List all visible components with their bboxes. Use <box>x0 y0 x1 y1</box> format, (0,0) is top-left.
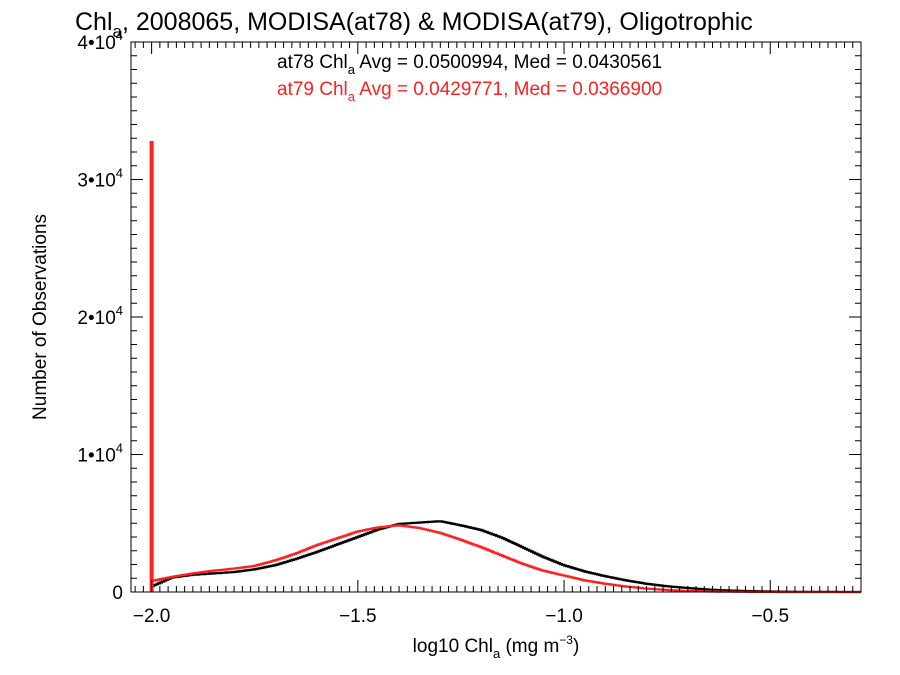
plot-frame <box>130 41 862 593</box>
chart-title: Chla, 2008065, MODISA(at78) & MODISA(at7… <box>75 8 753 41</box>
legend-at79-values: Avg = 0.0429771, Med = 0.0366900 <box>355 79 662 100</box>
legend-at78-values: Avg = 0.0500994, Med = 0.0430561 <box>355 52 662 73</box>
chart-title-subscript: a <box>113 22 123 41</box>
y-tick-label-exponent: 4 <box>116 166 123 181</box>
y-tick-label-base: 2•10 <box>77 308 115 329</box>
chart-title-main: Chl <box>75 8 113 36</box>
x-axis-label-close: ) <box>573 636 579 657</box>
y-tick-label-exponent: 4 <box>116 441 123 456</box>
y-tick-label: 1•104 <box>77 441 123 467</box>
y-tick-label: 2•104 <box>77 303 123 329</box>
y-tick-label: 0 <box>112 583 123 604</box>
chart-title-rest: , 2008065, MODISA(at78) & MODISA(at79), … <box>122 8 753 36</box>
series-layer <box>149 141 861 594</box>
y-tick-label: 3•104 <box>77 166 123 192</box>
y-tick-label-base: 0 <box>112 583 123 604</box>
x-axis-label: log10 Chla (mg m−3) <box>413 633 580 661</box>
x-tick-label: −0.5 <box>752 606 790 627</box>
x-axis-label-unit: (mg m <box>500 636 559 657</box>
legend-at79-stats: at79 Chla Avg = 0.0429771, Med = 0.03669… <box>277 79 662 104</box>
y-tick-label: 4•104 <box>77 28 123 54</box>
y-tick-label-base: 3•10 <box>77 171 115 192</box>
x-tick-label: −1.5 <box>339 606 377 627</box>
x-tick-label: −1.0 <box>545 606 583 627</box>
legend-at78-stats: at78 Chla Avg = 0.0500994, Med = 0.04305… <box>277 52 662 77</box>
legend-at79-text: at79 Chl <box>277 79 348 100</box>
x-tick-label: −2.0 <box>133 606 171 627</box>
legend-at78-text: at78 Chl <box>277 52 348 73</box>
series-line-at78 <box>150 520 861 594</box>
x-tick-labels: −2.0 −1.5 −1.0 −0.5 <box>133 606 789 627</box>
y-tick-label-exponent: 4 <box>116 303 123 318</box>
legend-at78-subscript: a <box>348 62 356 77</box>
tick-layer <box>131 41 862 593</box>
x-axis-label-main: log10 Chl <box>413 636 493 657</box>
y-tick-label-base: 4•10 <box>77 33 115 54</box>
y-axis-label: Number of Observations <box>30 214 51 420</box>
x-axis-label-exponent: −3 <box>559 633 573 647</box>
spike-bar-at79 <box>149 141 154 592</box>
x-axis-label-subscript: a <box>493 646 501 661</box>
y-tick-label-base: 1•10 <box>77 446 115 467</box>
y-tick-label-exponent: 4 <box>116 28 123 43</box>
series-line-at79 <box>150 524 861 594</box>
legend-at79-subscript: a <box>348 89 356 104</box>
